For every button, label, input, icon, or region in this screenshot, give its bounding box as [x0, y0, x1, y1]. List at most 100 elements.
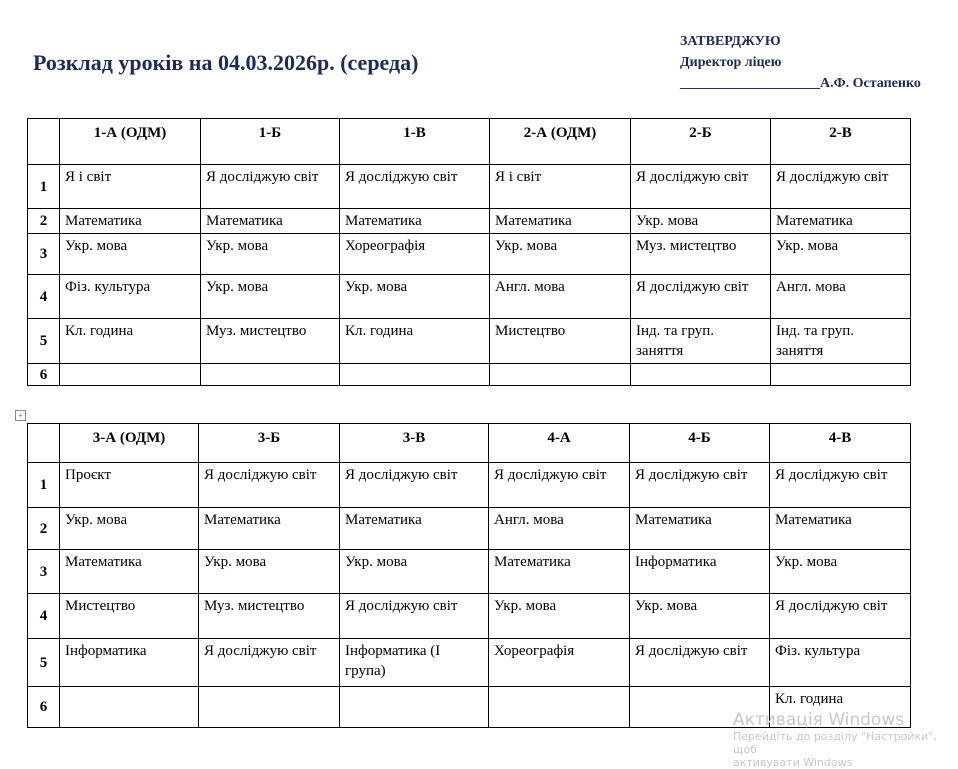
table-row: 3 Математика Укр. мова Укр. мова Математика І… [27, 549, 911, 594]
lesson-cell: Інформатика [59, 638, 199, 687]
lesson-cell [198, 686, 340, 728]
table-move-handle-icon[interactable]: + [15, 410, 26, 421]
table-row: 5 Інформатика Я досліджую світ Інформатика … [27, 638, 911, 687]
lesson-cell: Проєкт [59, 462, 199, 508]
lesson-cell: Мистецтво [59, 593, 199, 639]
column-header: 1-А (ОДМ) [59, 118, 201, 165]
lesson-cell: Математика [629, 507, 770, 550]
table-row: 4 Фіз. культура Укр. мова Укр. мова Англ. мо… [27, 274, 911, 319]
lesson-cell: Укр. мова [488, 593, 630, 639]
lesson-cell: Інформатика (І група) [339, 638, 489, 687]
lesson-cell: Я досліджую світ [200, 164, 340, 209]
lesson-cell: Укр. мова [59, 507, 199, 550]
lesson-cell: Я досліджую світ [488, 462, 630, 508]
lesson-cell: Математика [770, 208, 911, 234]
lesson-number: 4 [27, 593, 60, 639]
watermark-title: Активація Windows [733, 710, 905, 730]
lesson-cell: Мистецтво [489, 318, 631, 364]
lesson-cell: Я досліджую світ [629, 462, 770, 508]
lesson-number: 5 [27, 638, 60, 687]
table-row: 5 Кл. година Муз. мистецтво Кл. година Мисте… [27, 318, 911, 364]
lesson-cell: Укр. мова [200, 233, 340, 275]
lesson-cell [59, 686, 199, 728]
column-header [27, 423, 60, 463]
lesson-cell [770, 363, 911, 386]
column-header: 4-В [769, 423, 911, 463]
lesson-number: 2 [27, 507, 60, 550]
lesson-cell: Я досліджую світ [769, 462, 911, 508]
lesson-cell: Математика [198, 507, 340, 550]
lesson-cell: Укр. мова [769, 549, 911, 594]
lesson-number: 3 [27, 233, 60, 275]
lesson-cell: Укр. мова [339, 274, 490, 319]
table-row: 4 Мистецтво Муз. мистецтво Я досліджую світ… [27, 593, 911, 639]
windows-activation-watermark: Активація Windows Перейдіть до розділу "… [733, 710, 955, 769]
approval-block: ЗАТВЕРДЖУЮ Директор ліцею ______________… [680, 31, 950, 94]
lesson-cell: Кл. година [59, 318, 201, 364]
lesson-cell [339, 363, 490, 386]
lesson-cell: Укр. мова [489, 233, 631, 275]
column-header: 4-А [488, 423, 630, 463]
lesson-cell: Я досліджую світ [630, 274, 771, 319]
lesson-cell: Англ. мова [770, 274, 911, 319]
lesson-cell: Фіз. культура [769, 638, 911, 687]
watermark-text-2: активувати Windows [733, 756, 853, 769]
lesson-cell [59, 363, 201, 386]
lesson-cell: Укр. мова [770, 233, 911, 275]
lesson-cell: Укр. мова [629, 593, 770, 639]
lesson-cell: Я досліджую світ [630, 164, 771, 209]
lesson-number: 6 [27, 686, 60, 728]
lesson-cell: Інд. та груп. заняття [770, 318, 911, 364]
lesson-cell [629, 686, 770, 728]
lesson-cell: Хореографія [339, 233, 490, 275]
lesson-cell: Математика [59, 208, 201, 234]
header-row: 1-А (ОДМ) 1-Б 1-В 2-А (ОДМ) 2-Б 2-В [27, 118, 911, 165]
lesson-cell: Я досліджую світ [770, 164, 911, 209]
lesson-cell: Математика [339, 507, 489, 550]
column-header: 1-В [339, 118, 490, 165]
column-header: 2-Б [630, 118, 771, 165]
lesson-number: 5 [27, 318, 60, 364]
lesson-cell: Я досліджую світ [769, 593, 911, 639]
column-header: 2-А (ОДМ) [489, 118, 631, 165]
lesson-cell: Укр. мова [630, 208, 771, 234]
lesson-cell: Укр. мова [59, 233, 201, 275]
table-row: 2 Математика Математика Математика Математик… [27, 208, 911, 234]
lesson-cell: Математика [488, 549, 630, 594]
lesson-cell: Укр. мова [339, 549, 489, 594]
lesson-cell [630, 363, 771, 386]
lesson-number: 3 [27, 549, 60, 594]
lesson-cell [488, 686, 630, 728]
column-header: 4-Б [629, 423, 770, 463]
lesson-cell: Математика [59, 549, 199, 594]
page-title: Розклад уроків на 04.03.2026р. (середа) [33, 50, 419, 75]
lesson-cell: Муз. мистецтво [198, 593, 340, 639]
lesson-number: 2 [27, 208, 60, 234]
lesson-cell: Я досліджую світ [339, 593, 489, 639]
lesson-cell: Інд. та груп. заняття [630, 318, 771, 364]
lesson-cell [489, 363, 631, 386]
approval-signature: ____________________А.Ф. Остапенко [680, 76, 921, 91]
lesson-cell: Я і світ [489, 164, 631, 209]
lesson-cell: Я досліджую світ [198, 462, 340, 508]
lesson-cell: Укр. мова [198, 549, 340, 594]
table-row: 2 Укр. мова Математика Математика Англ. мова… [27, 507, 911, 550]
lesson-number: 1 [27, 164, 60, 209]
lesson-cell: Я досліджую світ [198, 638, 340, 687]
approval-heading: ЗАТВЕРДЖУЮ [680, 34, 781, 49]
lesson-cell [339, 686, 489, 728]
lesson-cell: Математика [769, 507, 911, 550]
lesson-number: 1 [27, 462, 60, 508]
lesson-cell: Я і світ [59, 164, 201, 209]
lesson-cell: Я досліджую світ [339, 462, 489, 508]
column-header: 3-А (ОДМ) [59, 423, 199, 463]
lesson-cell: Хореографія [488, 638, 630, 687]
table-row: 1 Проєкт Я досліджую світ Я досліджую світ Я… [27, 462, 911, 508]
lesson-cell: Укр. мова [200, 274, 340, 319]
approval-position: Директор ліцею [680, 55, 782, 70]
lesson-cell: Англ. мова [489, 274, 631, 319]
lesson-cell: Муз. мистецтво [630, 233, 771, 275]
lesson-number: 4 [27, 274, 60, 319]
lesson-cell: Інформатика [629, 549, 770, 594]
